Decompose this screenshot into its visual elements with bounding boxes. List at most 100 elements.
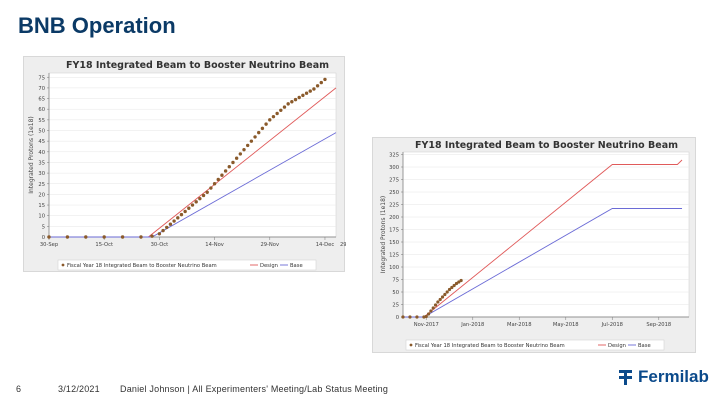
chart1-data-point — [264, 122, 268, 126]
chart2-data-point — [447, 287, 452, 292]
chart1-data-point — [47, 235, 51, 239]
chart1-data-point — [253, 135, 257, 139]
chart2-y-tick-label: 125 — [389, 253, 399, 259]
chart1-y-tick-label: 65 — [38, 97, 45, 103]
chart2-data-point — [424, 314, 428, 319]
chart1-legend-marker-points — [61, 263, 65, 267]
chart2-y-tick-label: 225 — [389, 203, 399, 209]
chart1-data-point — [286, 102, 290, 106]
fermilab-mark-icon — [619, 369, 632, 385]
chart2-y-tick-label: 150 — [389, 240, 399, 246]
chart1-data-point — [201, 193, 206, 198]
chart-fy18-full-year-svg: FY18 Integrated Beam to Booster Neutrino… — [380, 140, 690, 351]
footer-date: 3/12/2021 — [58, 384, 100, 394]
chart1-y-tick-label: 55 — [38, 118, 45, 124]
chart2-data-point — [401, 315, 405, 319]
chart1-y-tick-label: 0 — [42, 235, 45, 241]
chart2-data-point — [457, 280, 461, 284]
chart1-data-point — [290, 100, 294, 104]
chart1-data-point — [249, 139, 254, 143]
chart1-data-point — [84, 235, 88, 239]
chart1-x-tick-label-partial: 29-D — [340, 242, 346, 248]
chart1-data-point — [172, 219, 176, 223]
chart2-y-tick-label: 100 — [389, 265, 399, 271]
chart1-y-tick-label: 50 — [38, 129, 45, 135]
chart2-x-tick-label: May-2018 — [553, 322, 579, 328]
chart1-y-tick-label: 15 — [38, 203, 45, 209]
chart2-x-tick-label: Jan-2018 — [460, 322, 484, 328]
chart1-x-tick-label: 15-Oct — [95, 242, 113, 248]
chart1-data-point — [275, 111, 279, 116]
chart2-data-point — [440, 295, 445, 299]
chart2-y-tick-label: 275 — [389, 178, 399, 184]
chart1-data-point — [245, 143, 250, 148]
chart1-data-point — [323, 77, 327, 82]
chart1-data-point — [227, 165, 231, 169]
chart2-y-tick-label: 50 — [392, 290, 399, 296]
chart2-y-tick-label: 325 — [389, 153, 399, 159]
chart1-data-point — [279, 108, 283, 112]
chart2-y-tick-label: 300 — [389, 165, 399, 171]
chart1-legend-label-points: Fiscal Year 18 Integrated Beam to Booste… — [67, 263, 217, 269]
chart1-data-point — [308, 89, 312, 93]
chart1-data-point — [268, 118, 272, 122]
chart1-data-point — [198, 196, 202, 201]
chart2-data-point — [438, 297, 442, 302]
chart1-x-tick-label: 29-Nov — [260, 242, 279, 248]
chart2-y-tick-label: 175 — [389, 228, 399, 234]
chart1-data-point — [220, 173, 224, 177]
chart1-data-point — [257, 130, 261, 135]
chart1-title: FY18 Integrated Beam to Booster Neutrino… — [66, 60, 329, 71]
chart1-legend-label-design: Design — [260, 263, 278, 269]
chart1-data-point — [176, 216, 180, 220]
chart2-legend-marker-points — [409, 343, 413, 347]
chart2-data-point — [443, 292, 447, 297]
chart2-data-point — [436, 300, 440, 304]
chart-fy18-fall: FY18 Integrated Beam to Booster Neutrino… — [23, 56, 346, 272]
chart1-y-tick-label: 60 — [38, 107, 45, 113]
chart2-legend-label-design: Design — [608, 343, 626, 349]
chart1-data-point — [260, 126, 265, 131]
chart2-x-tick-label: Jul-2018 — [601, 322, 623, 328]
chart2-data-point — [445, 290, 449, 294]
chart1-data-point — [183, 209, 187, 214]
chart2-title: FY18 Integrated Beam to Booster Neutrino… — [415, 140, 678, 151]
chart-fy18-full-year: FY18 Integrated Beam to Booster Neutrino… — [372, 137, 696, 353]
chart1-legend-box — [57, 259, 317, 271]
chart1-data-point — [150, 234, 154, 238]
chart1-data-point — [120, 235, 125, 239]
chart1-data-point — [216, 177, 220, 182]
chart1-y-tick-label: 30 — [38, 171, 45, 177]
chart1-data-point — [304, 91, 309, 95]
chart1-data-point — [161, 228, 165, 233]
chart1-data-point — [231, 160, 235, 165]
slide-title: BNB Operation — [18, 13, 176, 38]
chart1-data-point — [209, 186, 213, 190]
chart-fy18-fall-svg: FY18 Integrated Beam to Booster Neutrino… — [28, 60, 346, 271]
fermilab-logo: Fermilab — [617, 367, 709, 387]
chart2-data-point — [452, 283, 456, 288]
chart1-legend-label-base: Base — [290, 263, 303, 269]
chart1-y-tick-label: 40 — [38, 150, 45, 156]
chart1-data-point — [139, 235, 143, 239]
chart2-x-tick-label: Nov-2017 — [414, 322, 439, 328]
chart1-y-tick-label: 25 — [38, 182, 45, 188]
chart1-data-point — [234, 156, 239, 160]
chart2-data-point — [450, 285, 454, 290]
chart2-series-base-line — [403, 208, 683, 318]
chart1-y-tick-label: 5 — [42, 224, 45, 230]
chart1-data-point — [157, 232, 162, 236]
chart1-data-point — [312, 87, 316, 91]
chart1-data-point — [301, 93, 305, 98]
chart1-data-point — [293, 97, 298, 102]
chart2-data-point — [415, 315, 419, 319]
chart1-x-tick-label: 14-Nov — [205, 242, 224, 248]
chart1-y-tick-label: 10 — [38, 214, 45, 220]
chart1-y-tick-label: 45 — [38, 139, 45, 145]
chart1-y-tick-label: 35 — [38, 160, 45, 166]
chart1-data-point — [179, 212, 184, 217]
chart1-x-tick-label: 14-Dec — [316, 242, 335, 248]
chart1-data-point — [297, 95, 301, 100]
chart2-x-tick-label: Mar-2018 — [507, 322, 532, 328]
chart2-data-point — [429, 309, 433, 313]
